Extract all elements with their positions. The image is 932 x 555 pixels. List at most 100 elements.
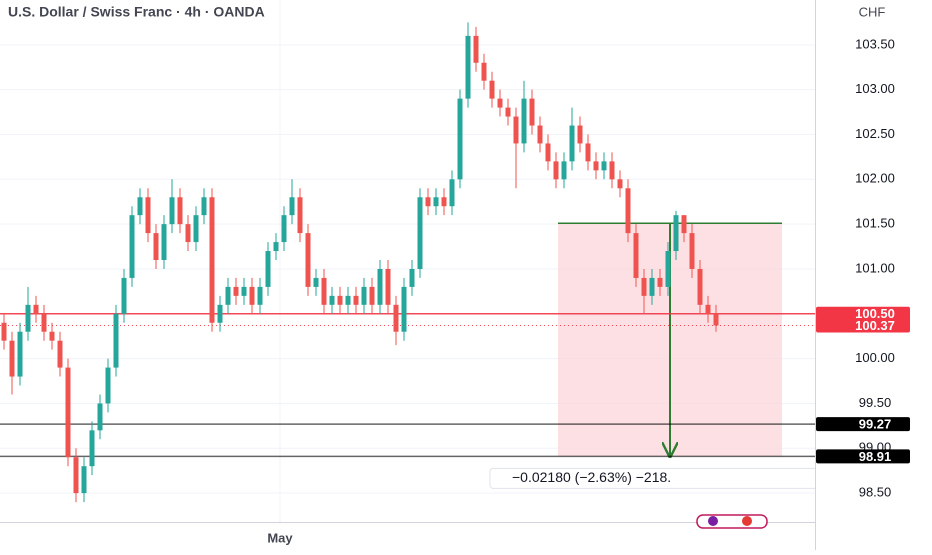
candle-body [641,277,647,296]
candle-body [513,116,519,144]
candle-body [545,143,551,162]
candle-body [297,197,303,234]
logo [696,514,768,529]
candle-body [537,125,543,144]
candle-body [617,179,623,189]
candle-body [489,80,495,99]
candle-body [657,277,663,287]
price-label: 98.91 [859,449,892,464]
candle-body [713,313,719,326]
candle-body [193,215,199,243]
candle-body [393,304,399,332]
y-tick-label: 102.50 [855,126,895,141]
candle-body [441,197,447,207]
candle-body [321,277,327,305]
price-label: 99.27 [859,417,892,432]
candle-body [353,295,359,305]
candle-body [505,107,511,117]
candle-body [697,268,703,305]
candle-body [281,215,287,243]
candle-body [113,313,119,368]
candle-body [377,268,383,305]
price-label-box [816,318,910,333]
candle-body [49,331,55,341]
candle-body [529,98,535,126]
candle-body [73,457,79,494]
candle-body [449,179,455,207]
y-tick-label: 103.50 [855,36,895,51]
candle-body [9,340,15,377]
candle-body [633,233,639,278]
candle-body [649,277,655,296]
candle-body [681,215,687,234]
candle-body [665,251,671,287]
candle-body [145,197,151,234]
candle-body [345,295,351,305]
candle-body [337,295,343,305]
price-label: 100.37 [855,318,895,333]
grid [0,0,815,522]
candle-body [201,197,207,216]
chart-title: U.S. Dollar / Swiss Franc · 4h · OANDA [8,4,265,20]
candle-body [465,35,471,99]
candle-body [553,161,559,180]
candle-body [225,286,231,305]
candle-body [313,277,319,287]
candle-body [105,367,111,404]
candle-body [601,161,607,171]
candle-body [1,322,7,341]
y-tick-label: 103.00 [855,81,895,96]
candle-body [177,197,183,225]
candle-body [137,197,143,216]
candle-body [65,367,71,458]
candles [1,22,719,503]
candle-body [433,197,439,207]
price-label-box [816,449,910,464]
candle-body [385,268,391,305]
price-label-box [816,306,910,321]
candle-body [25,304,31,332]
candle-body [233,286,239,296]
y-tick-label: 98.50 [859,485,892,500]
candle-body [369,286,375,305]
candle-body [609,161,615,180]
position-label: −0.02180 (−2.63%) −218. [512,469,671,485]
candle-body [689,233,695,269]
candle-body [217,304,223,323]
x-tick-label: May [267,530,293,545]
candle-body [289,197,295,216]
candle-body [41,313,47,332]
candle-body [241,286,247,296]
candle-body [305,233,311,287]
candle-body [425,197,431,207]
candle-body [169,197,175,225]
y-tick-label: 101.50 [855,216,895,231]
candle-body [361,286,367,305]
candle-body [593,161,599,171]
candle-body [121,277,127,314]
candle-body [209,197,215,323]
position-label-box [489,467,815,489]
candle-body [521,98,527,144]
candle-body [81,466,87,494]
candle-body [273,242,279,252]
candle-body [401,286,407,332]
candle-body [249,286,255,305]
candle-body [497,98,503,108]
candle-body [705,304,711,314]
price-label-box [816,417,910,432]
y-axis-label: CHF [859,4,886,19]
y-tick-label: 99.50 [859,395,892,410]
candle-body [17,331,23,377]
y-tick-label: 100.00 [855,350,895,365]
axis: 98.5099.0099.50100.00100.50101.00101.501… [267,36,910,545]
candle-body [57,340,63,368]
candle-body [561,161,567,180]
candle-body [129,215,135,278]
price-label: 100.50 [855,306,895,321]
candle-body [329,295,335,305]
candle-body [153,233,159,260]
candle-body [265,251,271,287]
candle-body [161,224,167,260]
